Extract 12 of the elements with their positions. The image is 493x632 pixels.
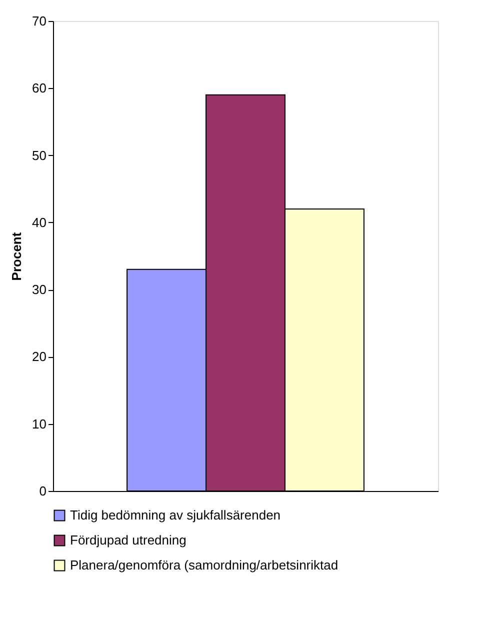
- y-tick-label: 40: [32, 214, 46, 230]
- y-tick-label: 20: [32, 349, 46, 364]
- y-tick-label: 30: [32, 282, 46, 298]
- y-tick-label: 10: [32, 416, 46, 432]
- legend-label: Fördjupad utredning: [70, 532, 186, 548]
- y-tick-label: 0: [39, 484, 46, 498]
- legend-label: Planera/genomföra (samordning/arbetsinriktad: [70, 558, 338, 572]
- y-tick-label: 60: [32, 80, 46, 96]
- legend-label: Tidig bedömning av sjukfallsärenden: [70, 508, 281, 522]
- y-tick-label: 70: [32, 14, 46, 28]
- y-tick-label: 50: [32, 148, 46, 163]
- y-axis-title: Procent: [9, 232, 24, 281]
